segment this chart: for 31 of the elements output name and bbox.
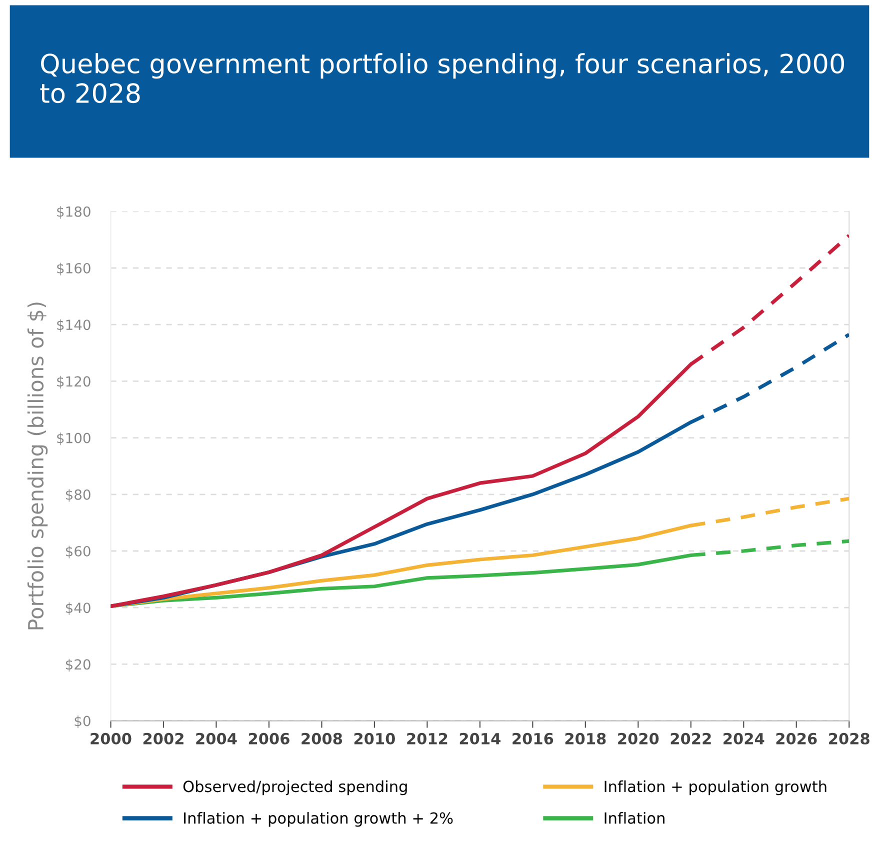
y-tick-label: $80 <box>66 489 90 502</box>
y-axis-title: Portfolio spending (billions of $) <box>27 302 48 630</box>
x-tick-label: 2026 <box>776 732 817 744</box>
legend-label: Inflation + population growth + 2% <box>184 812 453 827</box>
x-tick-label: 2016 <box>512 732 554 744</box>
x-tick-label: 2004 <box>196 732 237 744</box>
y-tick-label: $120 <box>57 376 90 389</box>
y-tick-label: $140 <box>57 319 90 332</box>
x-tick-label: 2002 <box>143 732 184 744</box>
legend-label: Inflation <box>604 812 664 824</box>
x-tick-label: 2018 <box>565 732 606 744</box>
x-tick-label: 2000 <box>90 732 132 744</box>
x-tick-label: 2028 <box>829 732 870 744</box>
y-tick-label: $40 <box>66 602 90 615</box>
x-tick-label: 2010 <box>354 732 395 744</box>
x-tick-label: 2020 <box>618 732 659 744</box>
y-tick-label: $20 <box>66 658 90 672</box>
legend-label: Observed/projected spending <box>183 780 407 796</box>
chart-title: Quebec government portfolio spending, four scenarios, 2000 to 2028 <box>40 53 844 104</box>
x-tick-label: 2024 <box>724 732 764 744</box>
y-tick-label: $160 <box>57 262 90 276</box>
y-tick-label: $180 <box>57 206 90 219</box>
y-tick-label: $100 <box>57 432 90 446</box>
y-tick-label: $60 <box>66 546 90 558</box>
x-tick-label: 2006 <box>248 732 290 744</box>
y-tick-label: $0 <box>74 716 90 728</box>
x-tick-label: 2014 <box>460 732 500 744</box>
legend-label: Inflation + population growth <box>604 780 826 796</box>
x-tick-label: 2022 <box>670 732 711 744</box>
x-tick-label: 2008 <box>302 732 342 744</box>
x-tick-label: 2012 <box>407 732 448 744</box>
